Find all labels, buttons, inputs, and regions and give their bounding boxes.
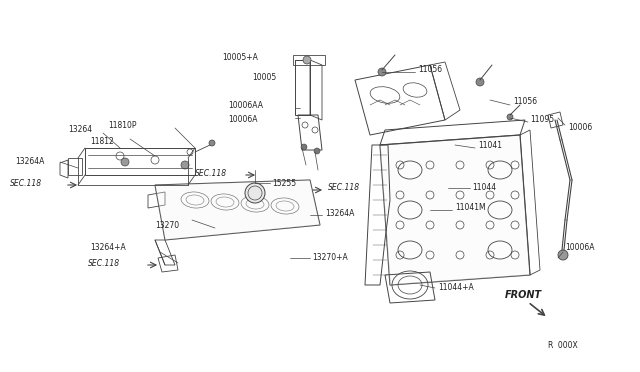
Circle shape bbox=[378, 68, 386, 76]
Text: 13264A: 13264A bbox=[15, 157, 44, 167]
Circle shape bbox=[181, 161, 189, 169]
Text: 15255: 15255 bbox=[272, 179, 296, 187]
Text: 11041M: 11041M bbox=[455, 203, 486, 212]
Text: 10005: 10005 bbox=[252, 74, 276, 83]
Text: SEC.118: SEC.118 bbox=[195, 169, 227, 177]
Text: 11044: 11044 bbox=[472, 183, 496, 192]
Text: 11810P: 11810P bbox=[108, 121, 136, 129]
Text: 13264+A: 13264+A bbox=[90, 244, 125, 253]
Text: SEC.118: SEC.118 bbox=[328, 183, 360, 192]
Text: 11056: 11056 bbox=[418, 65, 442, 74]
Polygon shape bbox=[155, 180, 320, 240]
Text: FRONT: FRONT bbox=[505, 290, 542, 300]
Text: SEC.118: SEC.118 bbox=[10, 179, 42, 187]
Circle shape bbox=[121, 158, 129, 166]
Text: R   000X: R 000X bbox=[548, 340, 578, 350]
Text: 11095: 11095 bbox=[530, 115, 554, 125]
Text: 10006A: 10006A bbox=[565, 244, 595, 253]
Text: 10006A: 10006A bbox=[228, 115, 257, 125]
Text: 11041: 11041 bbox=[478, 141, 502, 150]
Circle shape bbox=[301, 144, 307, 150]
Text: 13264: 13264 bbox=[68, 125, 92, 135]
Circle shape bbox=[209, 140, 215, 146]
Text: 13270+A: 13270+A bbox=[312, 253, 348, 263]
Polygon shape bbox=[380, 135, 530, 285]
Text: 13264A: 13264A bbox=[325, 208, 355, 218]
Text: 10006AA: 10006AA bbox=[228, 100, 263, 109]
Text: 13270: 13270 bbox=[155, 221, 179, 230]
Circle shape bbox=[507, 114, 513, 120]
Text: 10006: 10006 bbox=[568, 124, 592, 132]
Text: 11056: 11056 bbox=[513, 97, 537, 106]
Circle shape bbox=[558, 250, 568, 260]
Text: 10005+A: 10005+A bbox=[222, 54, 258, 62]
Circle shape bbox=[476, 78, 484, 86]
Text: SEC.118: SEC.118 bbox=[88, 259, 120, 267]
Text: 11044+A: 11044+A bbox=[438, 282, 474, 292]
Circle shape bbox=[303, 56, 311, 64]
Circle shape bbox=[245, 183, 265, 203]
Circle shape bbox=[314, 148, 320, 154]
Text: 11812: 11812 bbox=[90, 138, 114, 147]
